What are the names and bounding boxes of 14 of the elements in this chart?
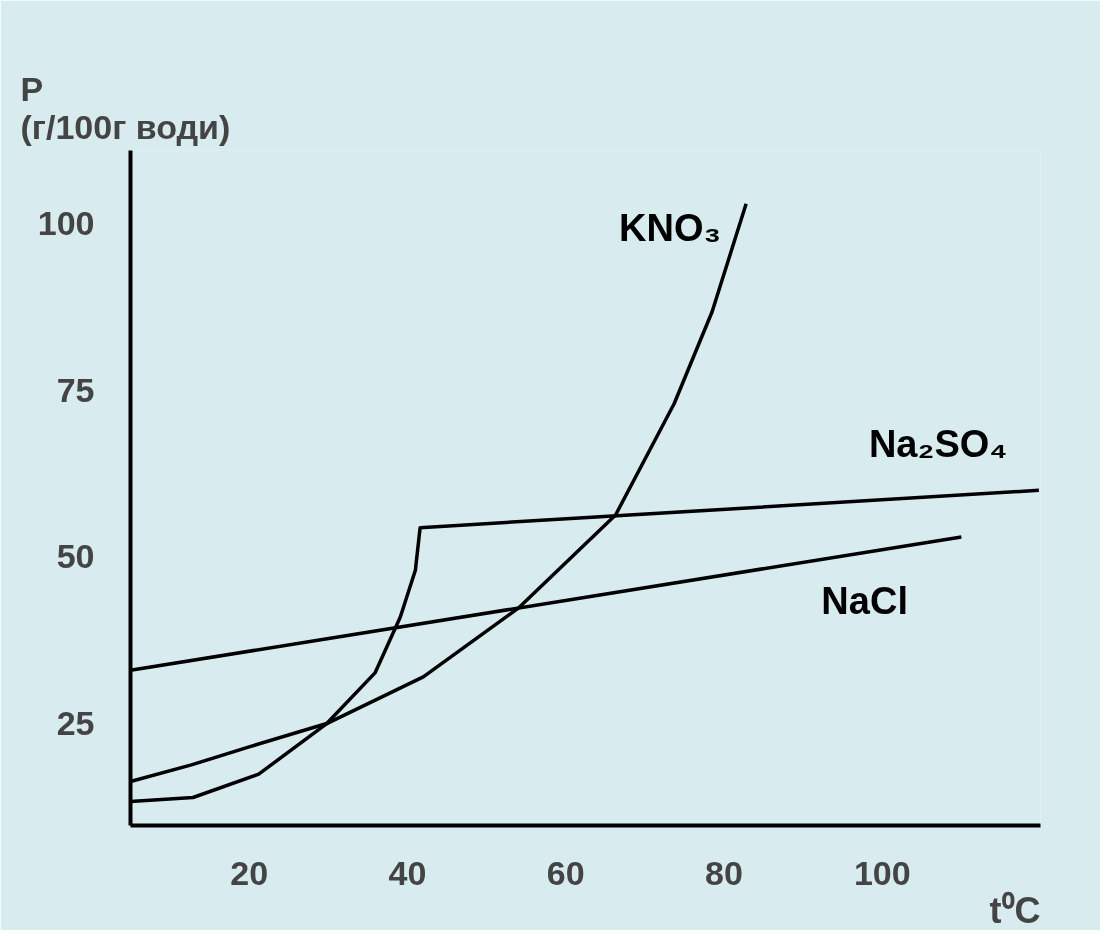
y-tick-label: 25	[56, 704, 95, 743]
series-label: NaCl	[821, 579, 908, 622]
x-tick-label: 60	[546, 853, 585, 892]
x-tick-label: 40	[388, 853, 427, 892]
y-axis-title: P (г/100г води)	[20, 69, 231, 146]
x-tick-label: 100	[853, 853, 911, 892]
y-tick-label: 75	[56, 370, 95, 409]
series-label: KNO₃	[619, 206, 722, 249]
series-label: Na₂SO₄	[868, 423, 1008, 466]
x-axis-title: t⁰C	[989, 889, 1041, 931]
x-tick-label: 20	[230, 853, 269, 892]
x-tick-label: 80	[705, 853, 743, 892]
y-tick-label: 50	[56, 537, 95, 576]
y-tick-label: 100	[37, 204, 95, 243]
